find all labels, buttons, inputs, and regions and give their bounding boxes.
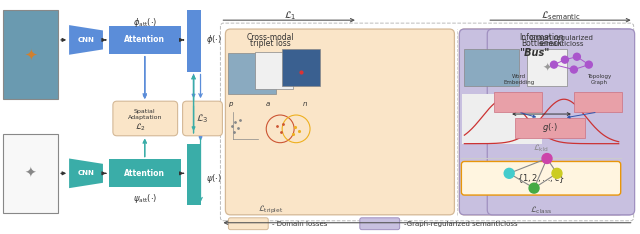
Bar xyxy=(109,26,180,54)
Polygon shape xyxy=(69,25,103,55)
FancyBboxPatch shape xyxy=(225,29,454,215)
Text: ✦: ✦ xyxy=(542,62,552,73)
Bar xyxy=(462,94,542,144)
Bar xyxy=(3,10,58,99)
Text: $\mathcal{L}_1$: $\mathcal{L}_1$ xyxy=(284,9,296,22)
Circle shape xyxy=(570,66,577,73)
Bar xyxy=(187,10,200,72)
FancyBboxPatch shape xyxy=(182,101,223,136)
FancyBboxPatch shape xyxy=(460,29,634,215)
Text: CNN: CNN xyxy=(77,37,95,43)
Text: Topology
Graph: Topology Graph xyxy=(587,74,611,85)
Bar xyxy=(494,92,542,112)
Text: Information: Information xyxy=(520,33,564,42)
Circle shape xyxy=(552,168,562,178)
Text: ✦: ✦ xyxy=(24,166,36,180)
Circle shape xyxy=(542,154,552,163)
Text: - Domain losses: - Domain losses xyxy=(272,221,328,227)
FancyBboxPatch shape xyxy=(113,101,178,136)
Circle shape xyxy=(573,53,580,60)
Text: Attention: Attention xyxy=(124,35,165,44)
Text: -Graph-regularized semanticloss: -Graph-regularized semanticloss xyxy=(404,221,517,227)
Bar xyxy=(574,92,621,112)
Text: semanticloss: semanticloss xyxy=(538,41,584,47)
Circle shape xyxy=(550,61,557,68)
Text: Graph regularized: Graph regularized xyxy=(529,35,593,41)
Text: $\mathcal{L}_2$: $\mathcal{L}_2$ xyxy=(135,121,147,133)
Bar xyxy=(3,134,58,213)
Text: Attention: Attention xyxy=(124,169,165,178)
Bar xyxy=(465,49,519,86)
FancyBboxPatch shape xyxy=(460,29,623,215)
Circle shape xyxy=(504,168,514,178)
FancyBboxPatch shape xyxy=(487,29,635,215)
Bar xyxy=(282,49,320,86)
Bar xyxy=(228,53,276,94)
Text: $g(\cdot)$: $g(\cdot)$ xyxy=(542,121,558,134)
Bar xyxy=(527,49,567,86)
Polygon shape xyxy=(69,158,103,188)
FancyBboxPatch shape xyxy=(360,218,399,230)
Text: $a$: $a$ xyxy=(266,100,271,108)
Text: CNN: CNN xyxy=(77,170,95,176)
Bar xyxy=(255,52,293,89)
Bar xyxy=(187,144,200,205)
Text: $\phi(\cdot)$: $\phi(\cdot)$ xyxy=(207,33,223,46)
Text: "Bus": "Bus" xyxy=(519,48,549,58)
Text: $\{1, 2, \ldots, c\}$: $\{1, 2, \ldots, c\}$ xyxy=(517,172,565,185)
Circle shape xyxy=(586,61,592,68)
Text: Bottleneck: Bottleneck xyxy=(522,39,563,48)
Text: triplet loss: triplet loss xyxy=(250,39,291,48)
Text: Word
Embedding: Word Embedding xyxy=(504,74,535,85)
Text: Spatial: Spatial xyxy=(134,109,156,113)
Circle shape xyxy=(561,56,568,63)
Text: Adaptation: Adaptation xyxy=(127,116,162,121)
Bar xyxy=(515,118,585,138)
FancyBboxPatch shape xyxy=(461,161,621,195)
Circle shape xyxy=(529,183,539,193)
Text: $\psi_{\rm att}(\cdot)$: $\psi_{\rm att}(\cdot)$ xyxy=(132,191,157,205)
Text: $p$: $p$ xyxy=(228,100,234,109)
Text: $\mathcal{L}_{\rm semantic}$: $\mathcal{L}_{\rm semantic}$ xyxy=(541,9,580,22)
Text: Cross-modal: Cross-modal xyxy=(246,33,294,42)
Text: $\mathcal{L}_{\rm class}$: $\mathcal{L}_{\rm class}$ xyxy=(530,204,552,216)
FancyBboxPatch shape xyxy=(228,218,268,230)
Text: $\phi_{\rm att}(\cdot)$: $\phi_{\rm att}(\cdot)$ xyxy=(132,16,157,29)
Text: $\psi(\cdot)$: $\psi(\cdot)$ xyxy=(207,172,223,185)
Text: $n$: $n$ xyxy=(302,100,308,108)
Bar xyxy=(109,160,180,187)
Text: ✦: ✦ xyxy=(24,47,36,62)
Text: $\mathcal{L}_{\rm triplet}$: $\mathcal{L}_{\rm triplet}$ xyxy=(257,204,283,216)
Text: $\mathcal{L}_{\rm kld}$: $\mathcal{L}_{\rm kld}$ xyxy=(533,143,549,154)
Text: $\mathcal{L}_3$: $\mathcal{L}_3$ xyxy=(196,113,209,125)
